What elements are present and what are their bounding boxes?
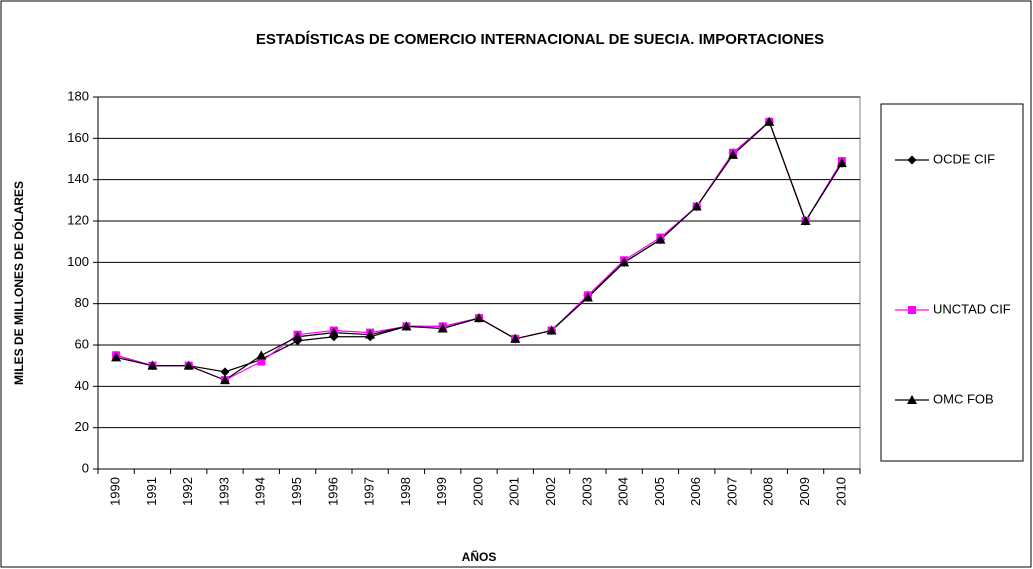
y-tick-label: 60 — [75, 336, 89, 351]
data-point — [256, 350, 267, 360]
x-tick-label: 2007 — [724, 477, 739, 506]
x-tick-label: 2001 — [507, 477, 522, 506]
chart-title: ESTADÍSTICAS DE COMERCIO INTERNACIONAL D… — [256, 31, 824, 48]
data-point — [220, 367, 230, 377]
x-tick-label: 2009 — [797, 477, 812, 506]
y-tick-label: 20 — [75, 419, 89, 434]
data-point — [691, 201, 702, 211]
y-tick-label: 160 — [67, 130, 89, 145]
data-point — [510, 333, 521, 343]
x-tick-label: 1997 — [362, 477, 377, 506]
y-tick-label: 40 — [75, 378, 89, 393]
legend-label: UNCTAD CIF — [933, 301, 1011, 316]
x-tick-label: 1990 — [108, 477, 123, 506]
data-point — [800, 216, 811, 225]
data-point — [836, 158, 847, 168]
data-point — [728, 149, 738, 159]
data-point — [401, 321, 412, 331]
legend-label: OMC FOB — [933, 391, 994, 406]
data-point — [437, 323, 448, 333]
x-tick-label: 1995 — [289, 477, 304, 506]
x-tick-label: 2004 — [616, 477, 631, 506]
data-point — [257, 357, 266, 366]
plot-area — [97, 96, 861, 470]
data-point — [546, 325, 557, 335]
legend-marker — [907, 395, 917, 404]
x-tick-label: 2006 — [688, 477, 703, 506]
y-tick-label: 80 — [75, 295, 89, 310]
data-point — [147, 360, 158, 370]
data-point — [655, 234, 666, 244]
data-point — [292, 331, 303, 341]
data-point — [365, 329, 376, 339]
legend-marker — [908, 306, 916, 314]
data-point — [328, 327, 339, 337]
y-tick-label: 180 — [67, 88, 89, 103]
x-tick-label: 2000 — [470, 477, 485, 506]
y-tick-label: 120 — [67, 212, 89, 227]
data-point — [220, 375, 230, 385]
y-tick-label: 0 — [82, 460, 89, 475]
x-tick-label: 2005 — [652, 477, 667, 506]
x-tick-label: 2003 — [579, 477, 594, 506]
x-tick-label: 1998 — [398, 477, 413, 506]
x-tick-label: 1994 — [253, 477, 268, 506]
data-point — [183, 360, 194, 370]
data-point — [619, 257, 630, 267]
x-axis-label: AÑOS — [462, 549, 497, 564]
y-tick-label: 140 — [67, 171, 89, 186]
x-tick-label: 1992 — [180, 477, 195, 506]
data-point — [582, 292, 593, 302]
x-tick-label: 2002 — [543, 477, 558, 506]
legend-marker — [907, 155, 917, 165]
legend-label: OCDE CIF — [933, 151, 995, 166]
y-axis-label: MILES DE MILLONES DE DÓLARES — [11, 181, 26, 385]
x-tick-label: 1996 — [325, 477, 340, 506]
x-tick-label: 1991 — [144, 477, 159, 506]
x-tick-label: 2008 — [761, 477, 776, 506]
data-point — [111, 352, 122, 362]
y-tick-label: 100 — [67, 254, 89, 269]
x-tick-label: 1999 — [434, 477, 449, 506]
data-point — [764, 116, 775, 126]
x-tick-label: 1993 — [216, 477, 231, 506]
legend-box — [880, 103, 1024, 462]
x-tick-label: 2010 — [833, 477, 848, 506]
data-point — [474, 313, 484, 323]
